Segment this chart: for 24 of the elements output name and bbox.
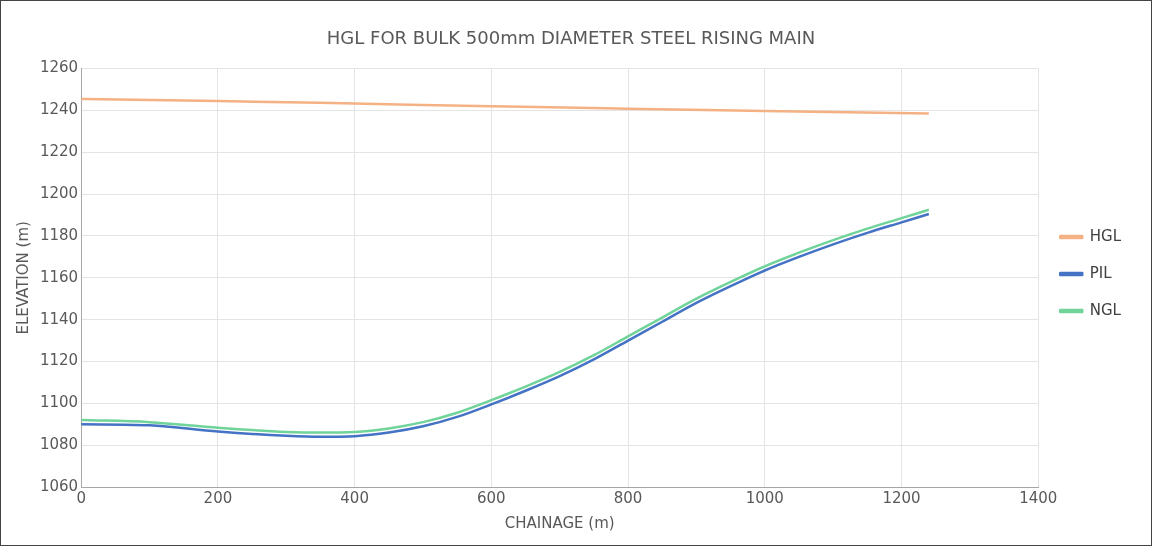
x-axis-title: CHAINAGE (m)	[504, 513, 615, 532]
y-tick-label: 1080	[39, 435, 79, 454]
legend-label: NGL	[1089, 300, 1122, 319]
x-tick-label: 600	[477, 488, 506, 507]
y-axis-title: ELEVATION (m)	[13, 221, 32, 335]
y-tick-label: 1180	[39, 225, 79, 244]
x-tick-label: 1200	[882, 488, 921, 507]
y-tick-label: 1260	[39, 58, 79, 77]
x-tick-label: 200	[203, 488, 233, 507]
x-tick-label: 400	[340, 488, 369, 507]
y-tick-label: 1160	[39, 267, 79, 286]
x-tick-label: 1400	[1019, 488, 1058, 507]
y-tick-label: 1140	[39, 309, 79, 328]
x-tick-label: 1000	[745, 488, 784, 507]
x-tick-label: 800	[613, 488, 643, 507]
legend-label: HGL	[1089, 226, 1122, 245]
y-tick-label: 1120	[39, 351, 79, 370]
chart-title: HGL FOR BULK 500mm DIAMETER STEEL RISING MAIN	[326, 27, 816, 49]
y-tick-label: 1220	[39, 142, 79, 161]
y-tick-label: 1240	[39, 100, 79, 119]
y-tick-label: 1100	[39, 393, 79, 412]
y-tick-label: 1200	[39, 184, 79, 203]
legend-label: PIL	[1089, 263, 1113, 282]
line-series	[81, 97, 931, 115]
